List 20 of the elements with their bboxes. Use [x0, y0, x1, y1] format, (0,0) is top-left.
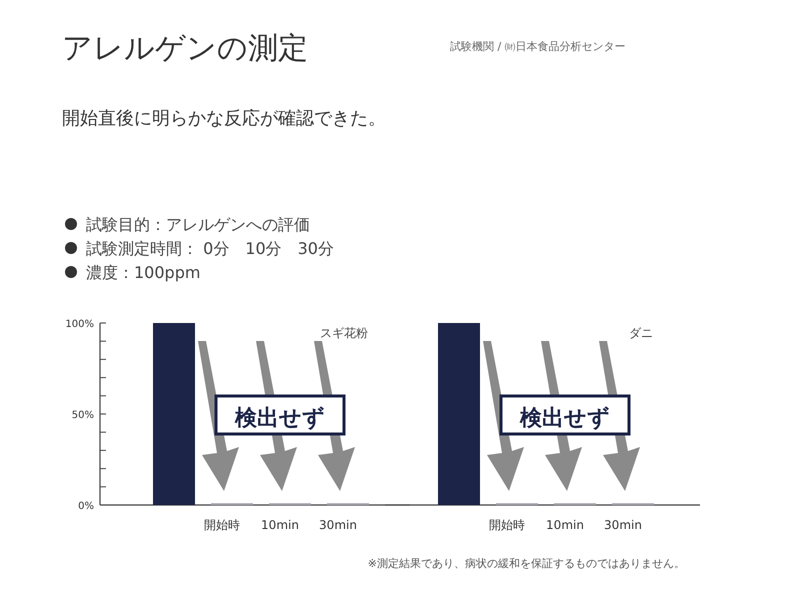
- text: 試験測定時間： 0分 10分 30分: [86, 239, 334, 258]
- y-tick-label: 0%: [78, 501, 94, 512]
- text: ダニ: [629, 326, 653, 340]
- annotation: 検出せず: [234, 406, 325, 431]
- chart-title: アレルゲンの測定: [62, 31, 308, 66]
- y-tick-label: 100%: [65, 319, 94, 330]
- text: スギ花粉: [320, 326, 368, 340]
- chart-subtitle: 開始直後に明らかな反応が確認できた。: [62, 108, 386, 129]
- text: ※測定結果であり、病状の緩和を保証するものではありません。: [368, 557, 685, 570]
- y-tick-label: 50%: [72, 410, 94, 421]
- annotation: 検出せず: [519, 406, 610, 431]
- x-tick-label: 開始時: [204, 518, 240, 532]
- x-tick-label: 10min: [546, 518, 584, 532]
- x-tick-label: 30min: [604, 518, 642, 532]
- text: 試験目的：アレルゲンへの評価: [86, 215, 310, 234]
- text: 試験機関 / ㈶日本食品分析センター: [450, 40, 626, 53]
- text: 濃度：100ppm: [86, 263, 200, 282]
- x-tick-label: 10min: [261, 518, 299, 532]
- x-tick-label: 30min: [319, 518, 357, 532]
- x-tick-label: 開始時: [489, 518, 525, 532]
